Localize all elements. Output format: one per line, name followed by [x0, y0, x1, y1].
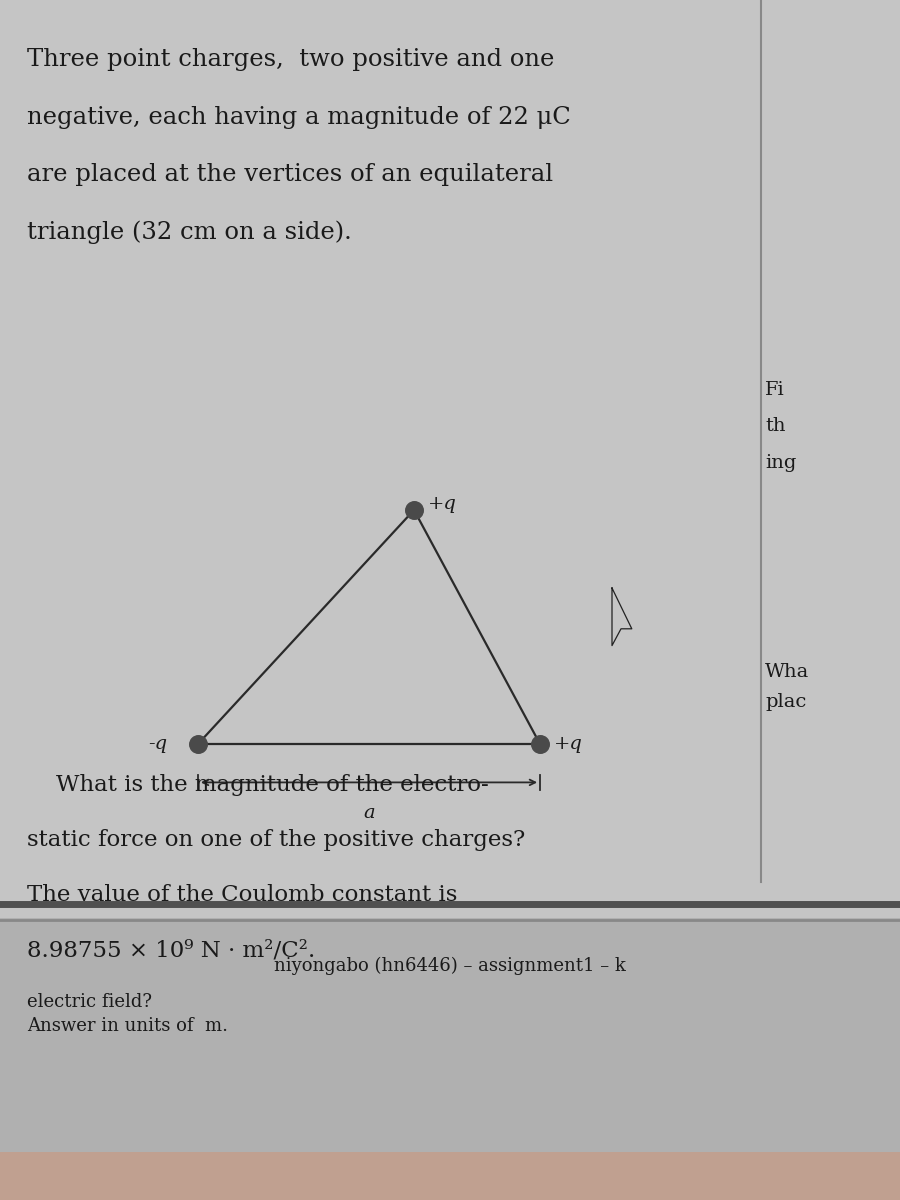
Text: 8.98755 × 10⁹ N · m²/C².: 8.98755 × 10⁹ N · m²/C².	[27, 940, 315, 961]
Text: negative, each having a magnitude of 22 μC: negative, each having a magnitude of 22 …	[27, 106, 571, 128]
Text: niyongabo (hn6446) – assignment1 – k: niyongabo (hn6446) – assignment1 – k	[274, 956, 626, 976]
Text: Fi: Fi	[765, 382, 785, 398]
Text: +q: +q	[554, 734, 582, 754]
Text: static force on one of the positive charges?: static force on one of the positive char…	[27, 829, 526, 851]
Text: a: a	[364, 804, 374, 822]
Bar	[0, 918, 900, 1200]
Text: ing: ing	[765, 454, 796, 472]
Text: Wha: Wha	[765, 662, 809, 680]
Text: What is the magnitude of the electro-: What is the magnitude of the electro-	[27, 774, 489, 796]
Text: Answer in units of  m.: Answer in units of m.	[27, 1018, 228, 1034]
Point	[533, 734, 547, 754]
Text: The value of the Coulomb constant is: The value of the Coulomb constant is	[27, 884, 457, 906]
Bar	[0, 0, 900, 918]
Point	[191, 734, 205, 754]
Text: Three point charges,  two positive and one: Three point charges, two positive and on…	[27, 48, 554, 71]
Text: triangle (32 cm on a side).: triangle (32 cm on a side).	[27, 221, 352, 245]
Text: electric field?: electric field?	[27, 994, 152, 1010]
Text: plac: plac	[765, 692, 806, 710]
Text: -q: -q	[148, 734, 167, 754]
Bar	[0, 1152, 900, 1200]
Text: are placed at the vertices of an equilateral: are placed at the vertices of an equilat…	[27, 163, 554, 186]
Text: th: th	[765, 416, 786, 434]
Text: +q: +q	[428, 494, 456, 514]
Point	[407, 500, 421, 520]
